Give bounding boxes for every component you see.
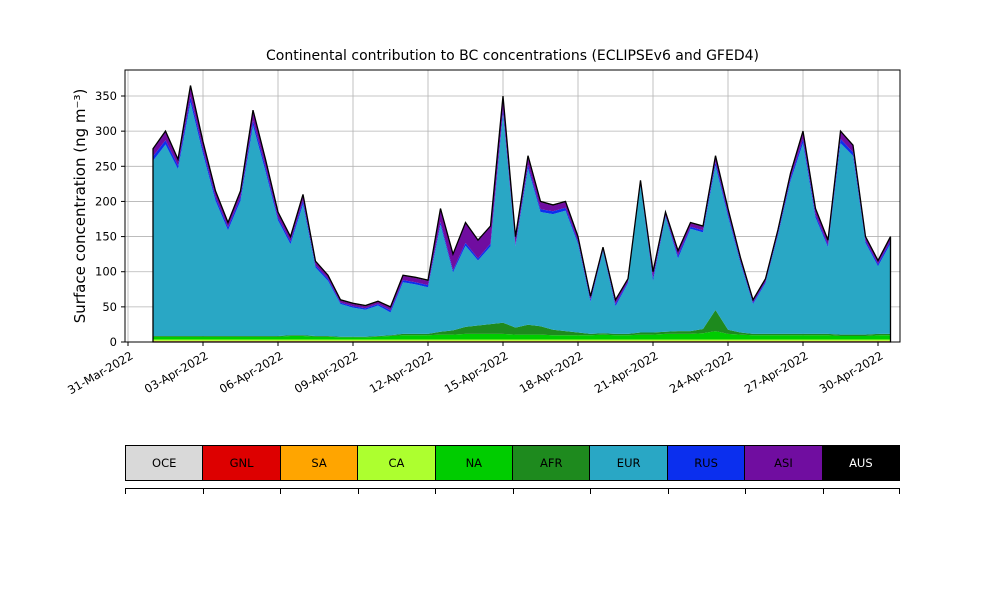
legend-item-SA: SA: [280, 446, 359, 480]
x-tick-label: 30-Apr-2022: [817, 348, 886, 396]
y-tick-label: 50: [102, 300, 117, 314]
y-tick-label: 0: [110, 335, 117, 349]
x-tick-label: 06-Apr-2022: [217, 348, 286, 396]
x-tick-label: 21-Apr-2022: [592, 348, 661, 396]
legend: OCE GNL SA CA NA AFR EUR RUS ASI AUS: [125, 445, 900, 481]
legend-axis-tick: [590, 489, 591, 494]
legend-item-RUS: RUS: [667, 446, 746, 480]
total-line: [152, 85, 892, 343]
chart-title: Continental contribution to BC concentra…: [266, 48, 759, 64]
legend-axis-tick: [202, 489, 204, 494]
legend-item-AUS: AUS: [822, 446, 900, 480]
legend-item-AFR: AFR: [513, 446, 591, 480]
legend-axis-tick: [512, 489, 514, 494]
legend-axis-tick: [435, 489, 436, 494]
x-tick-label: 15-Apr-2022: [442, 348, 511, 396]
y-tick-label: 300: [95, 124, 117, 138]
x-tick-label: 24-Apr-2022: [667, 348, 736, 396]
legend-item-GNL: GNL: [203, 446, 281, 480]
y-tick-label: 250: [95, 159, 117, 173]
legend-axis-tick: [125, 489, 126, 494]
legend-item-ASI: ASI: [745, 446, 823, 480]
x-tick-label: 31-Mar-2022: [65, 348, 135, 397]
legend-axis-line: [125, 488, 900, 495]
legend-axis-tick: [280, 489, 281, 494]
x-tick-label: 27-Apr-2022: [742, 348, 811, 396]
legend-item-EUR: EUR: [590, 446, 668, 480]
legend-axis-tick: [357, 489, 359, 494]
stacked-area-plot: 0 50 100 150 200 250 300 350 31-Mar-2022 03-Apr-2…: [65, 69, 901, 397]
area-AFR: [153, 310, 891, 338]
area-NA: [153, 331, 891, 340]
axes-frame: [124, 69, 901, 343]
legend-item-NA: NA: [435, 446, 514, 480]
x-tick-label: 12-Apr-2022: [367, 348, 436, 396]
legend-axis-tick: [899, 489, 900, 494]
area-RUS: [153, 96, 891, 313]
legend-axis-tick: [745, 489, 746, 494]
legend-axis-tick: [822, 489, 824, 494]
y-tick-label: 200: [95, 194, 117, 208]
legend-item-CA: CA: [358, 446, 436, 480]
area-CA: [153, 339, 891, 341]
y-tick-label: 150: [95, 230, 117, 244]
legend-item-OCE: OCE: [126, 446, 204, 480]
x-tick-label: 03-Apr-2022: [142, 348, 211, 396]
y-tick-label: 350: [95, 89, 117, 103]
y-tick-label: 100: [95, 265, 117, 279]
area-EUR: [153, 102, 891, 337]
x-tick-label: 18-Apr-2022: [517, 348, 586, 396]
legend-axis-tick: [667, 489, 669, 494]
x-tick-label: 09-Apr-2022: [292, 348, 361, 396]
